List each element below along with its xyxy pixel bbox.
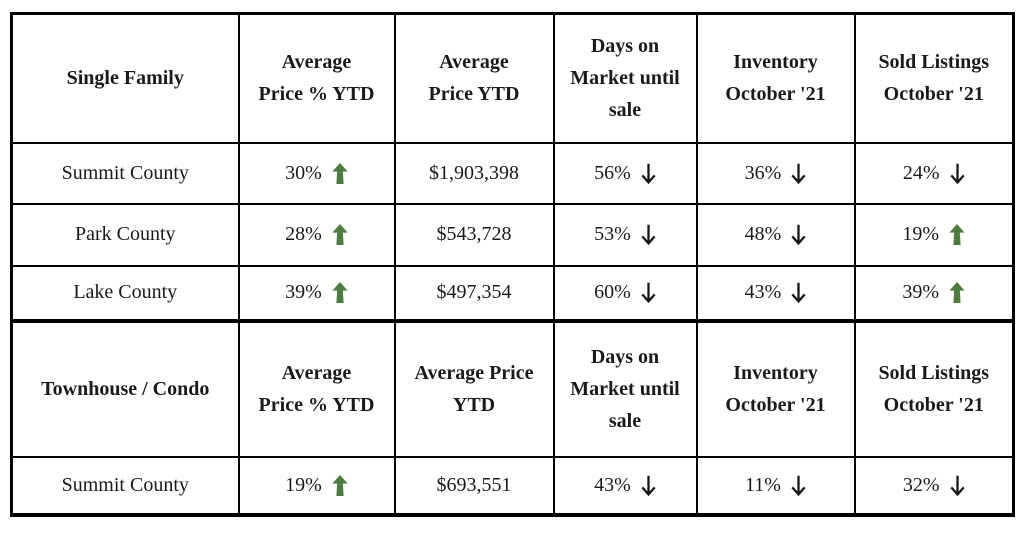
col-header-avg-price: Average Price YTD [393, 12, 555, 144]
trend-down-icon [641, 282, 656, 304]
table-row-sf-lake: Lake County 39% $497,354 60% 43% 39% [10, 264, 1015, 322]
inventory-cell: 43% [695, 264, 856, 322]
col-header-sold-listings: Sold Listings October '21 [853, 318, 1015, 458]
trend-up-icon [332, 224, 348, 246]
percent-value: 28% [285, 223, 322, 246]
sold-listings-cell: 24% [853, 141, 1015, 205]
col-header-inventory: Inventory October '21 [695, 12, 856, 144]
col-header-avg-price: Average Price YTD [393, 318, 555, 458]
inventory-cell: 11% [695, 455, 856, 517]
section-header-row-townhouse-condo: Townhouse / Condo Average Price % YTD Av… [10, 318, 1015, 458]
percent-value: 43% [594, 473, 631, 496]
section-title-townhouse-condo: Townhouse / Condo [10, 318, 240, 458]
percent-value: 39% [902, 281, 940, 304]
trend-down-icon [791, 163, 806, 184]
col-header-days-on-market: Days on Market until sale [552, 12, 698, 144]
avg-price-cell: $693,551 [393, 455, 555, 517]
col-header-inventory: Inventory October '21 [695, 318, 856, 458]
percent-value: 39% [285, 281, 322, 304]
trend-up-icon [332, 474, 348, 496]
sold-listings-cell: 32% [853, 455, 1015, 517]
percent-value: 19% [902, 223, 940, 246]
percent-value: 11% [745, 473, 781, 496]
percent-value: 53% [594, 223, 631, 246]
percent-value: 24% [902, 161, 940, 184]
sold-listings-cell: 39% [853, 264, 1015, 322]
county-label: Park County [10, 202, 240, 267]
percent-value: 48% [744, 223, 782, 246]
avg-price-pct-cell: 39% [237, 264, 396, 322]
trend-down-icon [791, 224, 806, 246]
section-header-row-single-family: Single Family Average Price % YTD Averag… [10, 12, 1015, 144]
trend-up-icon [949, 282, 965, 304]
col-header-avg-price-pct: Average Price % YTD [237, 12, 396, 144]
county-label: Lake County [10, 264, 240, 322]
county-label: Summit County [10, 455, 240, 517]
trend-down-icon [791, 282, 806, 304]
days-on-market-cell: 60% [552, 264, 698, 322]
avg-price-pct-cell: 28% [237, 202, 396, 267]
avg-price-cell: $497,354 [393, 264, 555, 322]
inventory-cell: 48% [695, 202, 856, 267]
col-header-avg-price-pct: Average Price % YTD [237, 318, 396, 458]
days-on-market-cell: 56% [552, 141, 698, 205]
col-header-days-on-market: Days on Market until sale [552, 318, 698, 458]
inventory-cell: 36% [695, 141, 856, 205]
percent-value: 30% [285, 161, 322, 184]
table-row-sf-park: Park County 28% $543,728 53% 48% 19% [10, 202, 1015, 267]
percent-value: 56% [594, 161, 631, 184]
avg-price-cell: $1,903,398 [393, 141, 555, 205]
percent-value: 36% [744, 161, 782, 184]
trend-down-icon [641, 475, 656, 496]
percent-value: 60% [594, 281, 631, 304]
section-title-single-family: Single Family [10, 12, 240, 144]
trend-down-icon [950, 475, 965, 496]
trend-down-icon [950, 163, 965, 184]
county-label: Summit County [10, 141, 240, 205]
col-header-sold-listings: Sold Listings October '21 [853, 12, 1015, 144]
days-on-market-cell: 43% [552, 455, 698, 517]
market-stats-table: Single Family Average Price % YTD Averag… [10, 12, 1015, 517]
percent-value: 32% [902, 473, 940, 496]
percent-value: 19% [285, 473, 322, 496]
avg-price-pct-cell: 30% [237, 141, 396, 205]
days-on-market-cell: 53% [552, 202, 698, 267]
trend-up-icon [332, 162, 348, 184]
table-row-tc-summit: Summit County 19% $693,551 43% 11% 32% [10, 455, 1015, 517]
trend-up-icon [949, 224, 965, 246]
avg-price-pct-cell: 19% [237, 455, 396, 517]
sold-listings-cell: 19% [853, 202, 1015, 267]
trend-down-icon [641, 224, 656, 246]
table-row-sf-summit: Summit County 30% $1,903,398 56% 36% 24% [10, 141, 1015, 205]
trend-down-icon [641, 163, 656, 184]
avg-price-cell: $543,728 [393, 202, 555, 267]
trend-up-icon [332, 282, 348, 304]
trend-down-icon [791, 475, 806, 496]
percent-value: 43% [744, 281, 782, 304]
